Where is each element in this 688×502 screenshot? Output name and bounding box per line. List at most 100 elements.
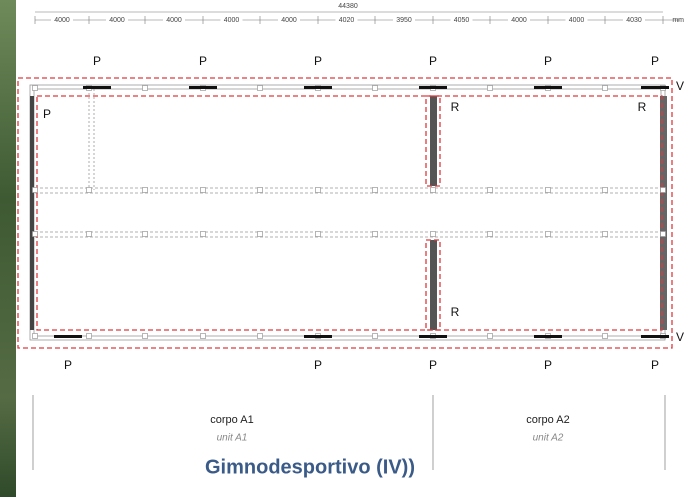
- zone-r: [425, 239, 441, 331]
- label-r: R: [638, 100, 647, 114]
- dim-segment: 4030: [626, 17, 642, 24]
- unit-subtitle: unit A2: [533, 433, 564, 444]
- label-p: P: [429, 54, 437, 68]
- label-v: V: [676, 79, 684, 93]
- panel-mark: [419, 86, 447, 89]
- dim-segment: 3950: [396, 17, 412, 24]
- column: [487, 333, 493, 339]
- column: [86, 231, 92, 237]
- zone-inner: [36, 95, 663, 331]
- label-p: P: [651, 54, 659, 68]
- column: [142, 231, 148, 237]
- panel-mark: [419, 335, 447, 338]
- column: [602, 231, 608, 237]
- unit-name: corpo A1: [210, 414, 253, 426]
- building-outline: [29, 84, 666, 341]
- dim-segment: 4000: [511, 17, 527, 24]
- column: [200, 333, 206, 339]
- unit-subtitle: unit A1: [217, 433, 248, 444]
- zone-outer: [17, 77, 673, 349]
- wall-left: [30, 96, 34, 330]
- column: [257, 333, 263, 339]
- dim-segment: 4000: [569, 17, 585, 24]
- column: [372, 333, 378, 339]
- dim-total: 44380: [338, 3, 358, 10]
- column: [257, 231, 263, 237]
- column: [142, 85, 148, 91]
- panel-mark: [641, 335, 669, 338]
- column: [487, 85, 493, 91]
- panel-mark: [641, 86, 669, 89]
- column: [372, 187, 378, 193]
- dim-segment: 4000: [109, 17, 125, 24]
- column: [602, 85, 608, 91]
- dim-label-bg: [106, 16, 128, 24]
- column: [487, 187, 493, 193]
- wall-v: [660, 96, 667, 330]
- label-v: V: [676, 330, 684, 344]
- wall-r: [430, 96, 437, 186]
- column: [32, 187, 38, 193]
- column: [545, 231, 551, 237]
- zone-r: [425, 95, 441, 187]
- column: [660, 231, 666, 237]
- dim-label-bg: [278, 16, 300, 24]
- panel-mark: [534, 86, 562, 89]
- column: [372, 85, 378, 91]
- column: [257, 85, 263, 91]
- dim-segment: 4000: [224, 17, 240, 24]
- label-p: P: [64, 358, 72, 372]
- column: [372, 231, 378, 237]
- column: [430, 187, 436, 193]
- dim-label-bg: [335, 16, 358, 24]
- column: [545, 187, 551, 193]
- column: [602, 187, 608, 193]
- column: [86, 333, 92, 339]
- dim-label-bg: [51, 16, 73, 24]
- label-p: P: [199, 54, 207, 68]
- panel-mark: [534, 335, 562, 338]
- dim-label-bg: [508, 16, 530, 24]
- panel-mark: [304, 335, 332, 338]
- dim-segment: 4020: [339, 17, 355, 24]
- label-p: P: [544, 358, 552, 372]
- label-p: P: [314, 358, 322, 372]
- panel-mark: [83, 86, 111, 89]
- building-inner: [33, 88, 662, 337]
- column: [142, 333, 148, 339]
- column: [200, 231, 206, 237]
- column: [32, 333, 38, 339]
- column: [487, 231, 493, 237]
- column: [32, 85, 38, 91]
- dim-segment: 4000: [281, 17, 297, 24]
- column: [257, 187, 263, 193]
- panel-mark: [189, 86, 217, 89]
- dim-label-bg: [623, 16, 645, 24]
- unit-name: corpo A2: [526, 414, 569, 426]
- panel-mark: [304, 86, 332, 89]
- column: [315, 187, 321, 193]
- label-p: P: [43, 107, 51, 121]
- label-r: R: [451, 100, 460, 114]
- panel-mark: [54, 335, 82, 338]
- title: Gimnodesportivo (IV)): [205, 456, 415, 478]
- dim-label-bg: [393, 16, 415, 24]
- label-p: P: [544, 54, 552, 68]
- dim-segment: 4000: [166, 17, 182, 24]
- column: [200, 187, 206, 193]
- dim-label-bg: [163, 16, 185, 24]
- column: [315, 231, 321, 237]
- column: [32, 231, 38, 237]
- photo-strip: [0, 0, 16, 497]
- dim-label-bg: [450, 16, 473, 24]
- column: [142, 187, 148, 193]
- wall-r: [430, 240, 437, 330]
- dim-segment: 4000: [54, 17, 70, 24]
- label-p: P: [651, 358, 659, 372]
- label-r: R: [451, 305, 460, 319]
- column: [86, 187, 92, 193]
- column: [602, 333, 608, 339]
- column: [660, 187, 666, 193]
- dim-label-bg: [220, 16, 243, 24]
